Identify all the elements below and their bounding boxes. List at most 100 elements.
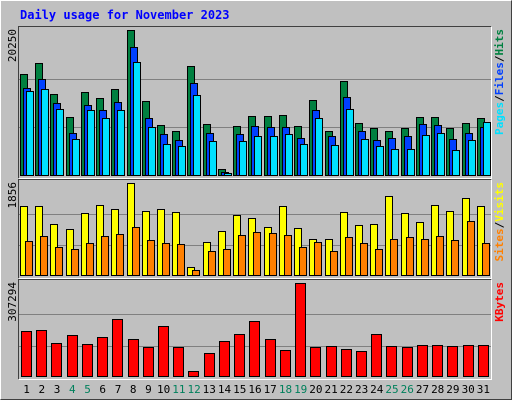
series-pages <box>26 62 491 176</box>
panel-legend: Sites/Visits <box>493 182 506 262</box>
bar-kbytes-20 <box>310 347 321 377</box>
bar-sites-22 <box>345 237 353 276</box>
bar-pages-2 <box>41 89 49 176</box>
bar-sites-19 <box>299 247 307 276</box>
bar-sites-29 <box>451 240 459 276</box>
x-tick-label: 8 <box>130 383 137 396</box>
bar-kbytes-11 <box>173 347 184 377</box>
panel-border-dark <box>18 26 492 179</box>
x-tick-label: 3 <box>54 383 61 396</box>
bar-pages-4 <box>72 139 80 176</box>
bar-pages-25 <box>391 149 399 176</box>
bar-kbytes-25 <box>386 346 397 377</box>
bar-pages-22 <box>346 109 354 176</box>
bar-pages-12 <box>193 95 201 176</box>
bar-kbytes-19 <box>295 283 306 377</box>
bar-sites-17 <box>269 233 277 276</box>
bar-kbytes-10 <box>158 326 169 377</box>
bar-kbytes-27 <box>417 345 428 377</box>
bar-pages-7 <box>117 110 125 176</box>
x-tick-label: 24 <box>370 383 384 396</box>
bar-sites-30 <box>467 221 475 276</box>
legend-visits: Visits <box>493 182 506 222</box>
bar-sites-2 <box>40 236 48 276</box>
panel-visits-sites: 1856 Sites/Visits <box>6 179 506 279</box>
x-tick-label: 26 <box>401 383 414 396</box>
x-tick-label: 31 <box>477 383 490 396</box>
bar-sites-31 <box>482 243 490 276</box>
bar-pages-27 <box>422 135 430 176</box>
panel-max-label: 20250 <box>6 29 19 62</box>
x-tick-label: 13 <box>203 383 216 396</box>
bar-sites-9 <box>147 240 155 276</box>
bar-pages-5 <box>87 110 95 176</box>
x-tick-label: 20 <box>309 383 322 396</box>
panel-border-light <box>18 279 492 380</box>
x-tick-label: 15 <box>233 383 246 396</box>
chart-title: Daily usage for November 2023 <box>20 8 230 22</box>
panel-border-light <box>18 179 492 279</box>
bar-sites-10 <box>162 243 170 276</box>
legend-sites: Sites <box>493 228 506 261</box>
bar-pages-9 <box>148 127 156 176</box>
series-kbytes <box>21 283 489 377</box>
x-tick-label: 22 <box>340 383 353 396</box>
bar-sites-21 <box>330 251 338 276</box>
panel-border-dark <box>18 279 492 380</box>
panel-legend: Pages/Files/Hits <box>493 29 506 135</box>
bar-kbytes-13 <box>204 353 215 377</box>
bar-sites-27 <box>421 239 429 276</box>
bar-sites-16 <box>253 232 261 276</box>
bar-sites-11 <box>177 244 185 276</box>
bar-sites-4 <box>71 249 79 276</box>
panel-max-label: 1856 <box>6 182 19 209</box>
x-tick-label: 30 <box>462 383 475 396</box>
bar-sites-18 <box>284 235 292 276</box>
x-tick-label: 2 <box>38 383 45 396</box>
panel-hits-files-pages: 20250 Pages/Files/Hits <box>6 26 506 179</box>
bar-pages-26 <box>407 149 415 176</box>
x-tick-label: 16 <box>248 383 261 396</box>
panel-legend: KBytes <box>493 282 506 322</box>
bar-kbytes-30 <box>463 345 474 377</box>
bar-sites-20 <box>314 242 322 276</box>
bar-pages-30 <box>468 140 476 176</box>
bar-pages-19 <box>300 144 308 176</box>
x-tick-label: 11 <box>172 383 185 396</box>
x-tick-label: 23 <box>355 383 368 396</box>
bar-sites-24 <box>375 249 383 276</box>
bar-sites-25 <box>390 239 398 276</box>
bar-pages-21 <box>331 145 339 176</box>
bar-pages-8 <box>133 62 141 176</box>
x-tick-label: 6 <box>99 383 106 396</box>
bar-pages-10 <box>163 144 171 176</box>
bar-kbytes-9 <box>143 347 154 377</box>
bar-kbytes-26 <box>402 347 413 377</box>
bar-kbytes-23 <box>356 351 367 377</box>
bar-pages-16 <box>254 136 262 176</box>
bar-visits-31 <box>477 206 485 276</box>
bar-sites-3 <box>55 247 63 276</box>
x-tick-label: 10 <box>157 383 170 396</box>
bar-kbytes-28 <box>432 345 443 377</box>
x-tick-label: 1 <box>23 383 30 396</box>
bar-kbytes-5 <box>82 344 93 377</box>
bar-kbytes-1 <box>21 331 32 377</box>
bar-kbytes-8 <box>128 339 139 377</box>
bar-kbytes-12 <box>188 371 199 377</box>
x-tick-label: 27 <box>416 383 429 396</box>
bar-pages-3 <box>56 109 64 176</box>
legend-files: Files <box>493 62 506 95</box>
panel-kbytes: 307294 KBytes <box>6 279 506 380</box>
x-tick-label: 29 <box>446 383 459 396</box>
bar-kbytes-3 <box>51 343 62 377</box>
x-tick-label: 17 <box>264 383 277 396</box>
bar-pages-20 <box>315 118 323 176</box>
bar-kbytes-7 <box>112 319 123 377</box>
bar-kbytes-18 <box>280 350 291 377</box>
bar-pages-14 <box>224 173 232 176</box>
legend-separator: / <box>493 55 506 62</box>
panel-border-dark <box>18 179 492 279</box>
bar-pages-13 <box>209 141 217 176</box>
